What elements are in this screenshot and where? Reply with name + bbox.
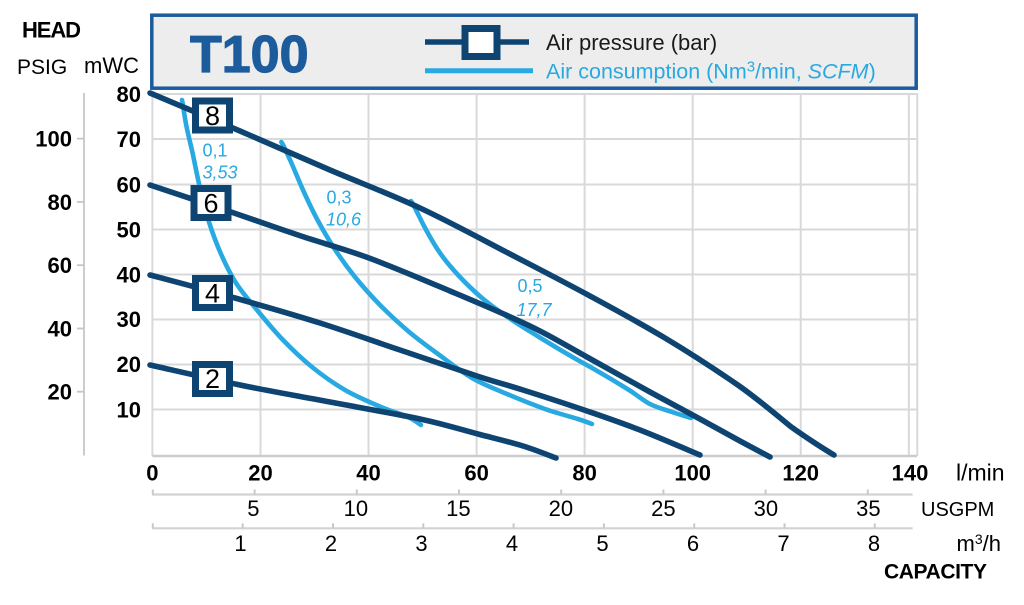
svg-text:40: 40 xyxy=(356,461,380,486)
svg-text:0,1: 0,1 xyxy=(203,141,228,161)
svg-text:0: 0 xyxy=(146,461,158,486)
svg-text:20: 20 xyxy=(248,461,272,486)
svg-text:mWC: mWC xyxy=(84,53,139,78)
svg-text:T100: T100 xyxy=(190,26,309,84)
svg-text:10: 10 xyxy=(344,496,368,521)
svg-text:Air pressure (bar): Air pressure (bar) xyxy=(546,30,717,55)
svg-text:USGPM: USGPM xyxy=(921,499,994,521)
svg-text:HEAD: HEAD xyxy=(22,18,80,43)
svg-text:5: 5 xyxy=(596,531,608,556)
svg-text:3: 3 xyxy=(415,531,427,556)
svg-text:100: 100 xyxy=(674,461,711,486)
svg-text:8: 8 xyxy=(868,531,880,556)
svg-text:60: 60 xyxy=(48,253,72,278)
svg-text:3,53: 3,53 xyxy=(203,163,238,183)
svg-text:30: 30 xyxy=(117,307,141,332)
svg-text:15: 15 xyxy=(446,496,470,521)
svg-text:8: 8 xyxy=(205,101,220,131)
svg-text:10: 10 xyxy=(117,398,141,423)
svg-text:4: 4 xyxy=(205,279,220,309)
svg-text:4: 4 xyxy=(506,531,518,556)
svg-text:40: 40 xyxy=(48,317,72,342)
svg-text:20: 20 xyxy=(549,496,573,521)
svg-text:l/min: l/min xyxy=(956,460,1005,486)
svg-text:80: 80 xyxy=(48,190,72,215)
svg-text:2: 2 xyxy=(325,531,337,556)
svg-text:50: 50 xyxy=(117,218,141,243)
svg-text:80: 80 xyxy=(572,461,596,486)
svg-text:20: 20 xyxy=(117,352,141,377)
svg-text:PSIG: PSIG xyxy=(17,56,67,79)
svg-text:25: 25 xyxy=(651,496,675,521)
svg-text:140: 140 xyxy=(892,461,929,486)
svg-text:6: 6 xyxy=(687,531,699,556)
svg-text:35: 35 xyxy=(856,496,880,521)
svg-text:120: 120 xyxy=(782,461,819,486)
svg-text:1: 1 xyxy=(234,531,246,556)
svg-text:20: 20 xyxy=(48,380,72,405)
svg-text:60: 60 xyxy=(117,173,141,198)
svg-text:5: 5 xyxy=(247,496,259,521)
svg-text:17,7: 17,7 xyxy=(517,300,553,320)
svg-text:60: 60 xyxy=(464,461,488,486)
svg-text:70: 70 xyxy=(117,127,141,152)
svg-text:Air consumption (Nm3/min, SCFM: Air consumption (Nm3/min, SCFM) xyxy=(546,59,876,84)
svg-text:100: 100 xyxy=(35,127,72,152)
svg-text:40: 40 xyxy=(117,263,141,288)
svg-text:10,6: 10,6 xyxy=(326,210,362,230)
svg-text:7: 7 xyxy=(777,531,789,556)
svg-text:0,5: 0,5 xyxy=(518,276,543,296)
svg-text:CAPACITY: CAPACITY xyxy=(884,561,987,584)
svg-text:2: 2 xyxy=(205,364,220,394)
svg-text:0,3: 0,3 xyxy=(327,188,352,208)
svg-text:80: 80 xyxy=(117,82,141,107)
svg-text:6: 6 xyxy=(203,189,218,219)
svg-text:30: 30 xyxy=(754,496,778,521)
